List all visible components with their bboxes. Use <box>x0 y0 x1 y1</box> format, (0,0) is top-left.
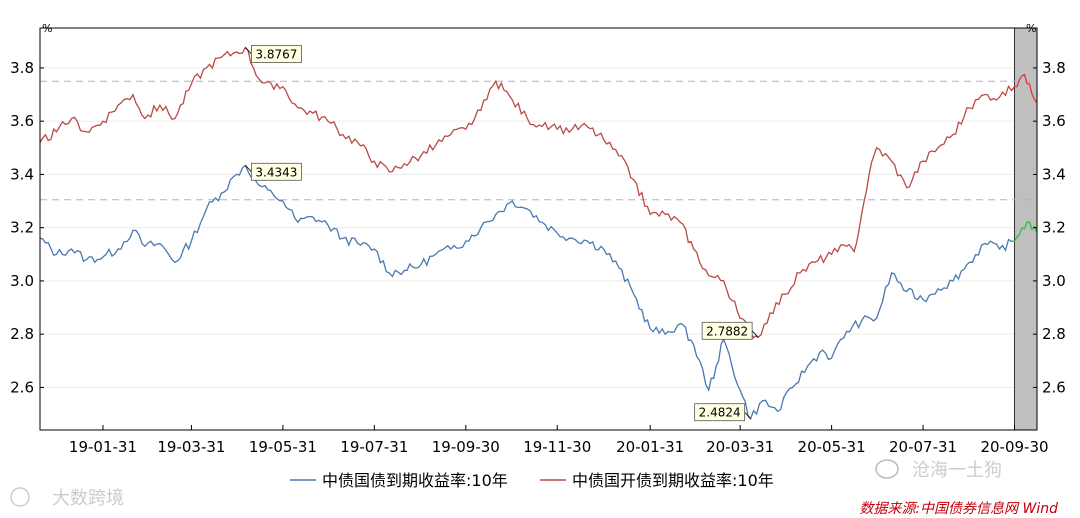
y-tick-label-right-1: 2.8 <box>1042 325 1066 343</box>
annotation-leader-2 <box>751 330 759 338</box>
annotation-box-2 <box>701 321 753 340</box>
y-tick-label-left-5: 3.6 <box>10 112 34 130</box>
plot-frame <box>39 27 1038 431</box>
x-tick-label-2: 19-05-31 <box>249 438 317 456</box>
x-tick-label-9: 20-07-31 <box>889 438 957 456</box>
legend-label-1: 中债国开债到期收益率:10年 <box>572 471 774 490</box>
x-tick-label-3: 19-07-31 <box>340 438 408 456</box>
watermark-right-text: 沧海一土狗 <box>912 460 1002 481</box>
y-tick-label-right-6: 3.8 <box>1042 59 1066 77</box>
legend-label-0: 中债国债到期收益率:10年 <box>322 471 508 490</box>
annotation-box-3 <box>694 403 746 422</box>
watermark-left-text: 大数跨境 <box>52 488 124 509</box>
annotation-leader-3 <box>744 411 751 419</box>
y-tick-label-right-0: 2.6 <box>1042 378 1066 396</box>
y-tick-label-right-4: 3.4 <box>1042 165 1066 183</box>
x-tick-label-7: 20-03-31 <box>706 438 774 456</box>
annotation-label-2: 2.7882 <box>706 324 748 338</box>
series-line-0 <box>39 164 1015 420</box>
left-unit-label: % <box>42 22 52 35</box>
annotation-box-0 <box>250 45 302 63</box>
annotation-label-3: 2.4824 <box>699 406 741 420</box>
axes: 2.6 2.6 2.8 2.8 3.0 3.0 3.2 3.2 3.4 3.4 3.6 3.6 3.8 3… <box>10 59 1066 456</box>
legend: 中债国债到期收益率:10年 中债国开债到期收益率:10年 <box>290 471 774 490</box>
x-tick-label-1: 19-03-31 <box>157 438 225 456</box>
wechat-icon <box>875 459 899 479</box>
x-tick-label-4: 19-09-30 <box>432 438 500 456</box>
y-tick-label-left-1: 2.8 <box>10 325 34 343</box>
series-highlight-line-0 <box>1011 221 1038 243</box>
annotation-leader-1 <box>245 165 252 173</box>
annotation-label-1: 3.4343 <box>255 165 297 179</box>
x-tick-label-10: 20-09-30 <box>980 438 1048 456</box>
annotation-box-1 <box>250 162 302 181</box>
y-tick-label-left-0: 2.6 <box>10 378 34 396</box>
annotation-label-0: 3.8767 <box>255 48 297 62</box>
watermark-right: 沧海一土狗 <box>875 459 1002 481</box>
y-tick-label-left-2: 3.0 <box>10 272 34 290</box>
highlight-region <box>1014 27 1038 431</box>
series-lines <box>39 46 1038 420</box>
y-tick-label-right-5: 3.6 <box>1042 112 1066 130</box>
series-line-1 <box>39 46 1016 339</box>
reference-lines <box>40 80 1037 201</box>
y-tick-label-left-3: 3.2 <box>10 219 34 237</box>
y-tick-label-left-6: 3.8 <box>10 59 34 77</box>
watermark-left: 大数跨境 <box>10 487 124 509</box>
annotation-leader-0 <box>245 47 252 55</box>
x-tick-label-5: 19-11-30 <box>523 438 591 456</box>
watermark-logo-icon <box>10 487 30 507</box>
annotations: 3.8767 3.4343 2.7882 2.4824 <box>245 45 759 422</box>
x-tick-label-6: 20-01-31 <box>616 438 684 456</box>
y-tick-label-right-3: 3.2 <box>1042 219 1066 237</box>
x-tick-label-0: 19-01-31 <box>69 438 137 456</box>
source-note: 数据来源:中国债券信息网 Wind <box>859 501 1058 517</box>
y-tick-label-left-4: 3.4 <box>10 165 34 183</box>
y-tick-label-right-2: 3.0 <box>1042 272 1066 290</box>
x-tick-label-8: 20-05-31 <box>798 438 866 456</box>
series-highlight-line-1 <box>1010 73 1038 103</box>
grid-lines <box>40 67 1037 388</box>
right-unit-label: % <box>1026 22 1036 35</box>
